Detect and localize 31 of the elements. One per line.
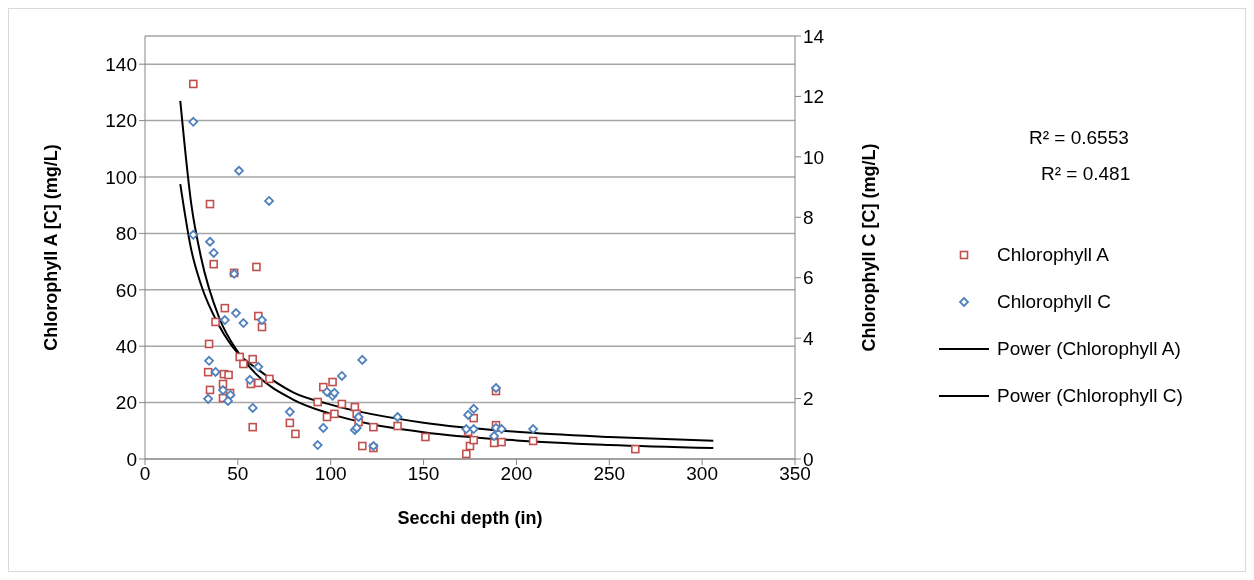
- y-tick-label: 80: [115, 223, 137, 245]
- y2-tick-label: 12: [803, 86, 825, 108]
- legend-label: Chlorophyll C: [997, 290, 1112, 313]
- y2-tick-label: 8: [803, 207, 814, 229]
- y-tick-label: 60: [115, 279, 137, 301]
- text: R² = 0.481: [1041, 163, 1131, 185]
- y2-axis-title: Chlorophyll C [C] (mg/L): [859, 143, 880, 352]
- legend-label: Chlorophyll A: [997, 243, 1109, 266]
- x-tick-label: 150: [407, 463, 440, 485]
- y-axis-title: Chlorophyll A [C] (mg/L): [41, 144, 62, 351]
- x-tick-label: 250: [593, 463, 626, 485]
- y-tick-label: 120: [105, 110, 137, 132]
- text: R² = 0.6553: [1029, 127, 1129, 149]
- y-tick-label: 40: [115, 335, 137, 357]
- y2-tick-label: 10: [803, 146, 825, 168]
- y2-tick-label: 4: [803, 327, 814, 349]
- x-tick-label: 0: [139, 463, 151, 485]
- y-tick-label: 140: [105, 53, 137, 75]
- y-tick-label: 100: [105, 166, 137, 188]
- y2-tick-label: 14: [803, 25, 825, 47]
- x-tick-label: 200: [500, 463, 533, 485]
- legend-label: Power (Chlorophyll A): [997, 337, 1181, 360]
- x-axis-title: Secchi depth (in): [397, 508, 543, 528]
- x-tick-label: 100: [314, 463, 347, 485]
- legend-label: Power (Chlorophyll C): [997, 384, 1183, 407]
- x-tick-label: 50: [227, 463, 249, 485]
- y2-tick-label: 6: [803, 267, 814, 289]
- y-tick-label: 0: [126, 448, 137, 470]
- y2-tick-label: 2: [803, 388, 814, 410]
- y-tick-label: 20: [115, 392, 137, 414]
- x-tick-label: 300: [686, 463, 718, 485]
